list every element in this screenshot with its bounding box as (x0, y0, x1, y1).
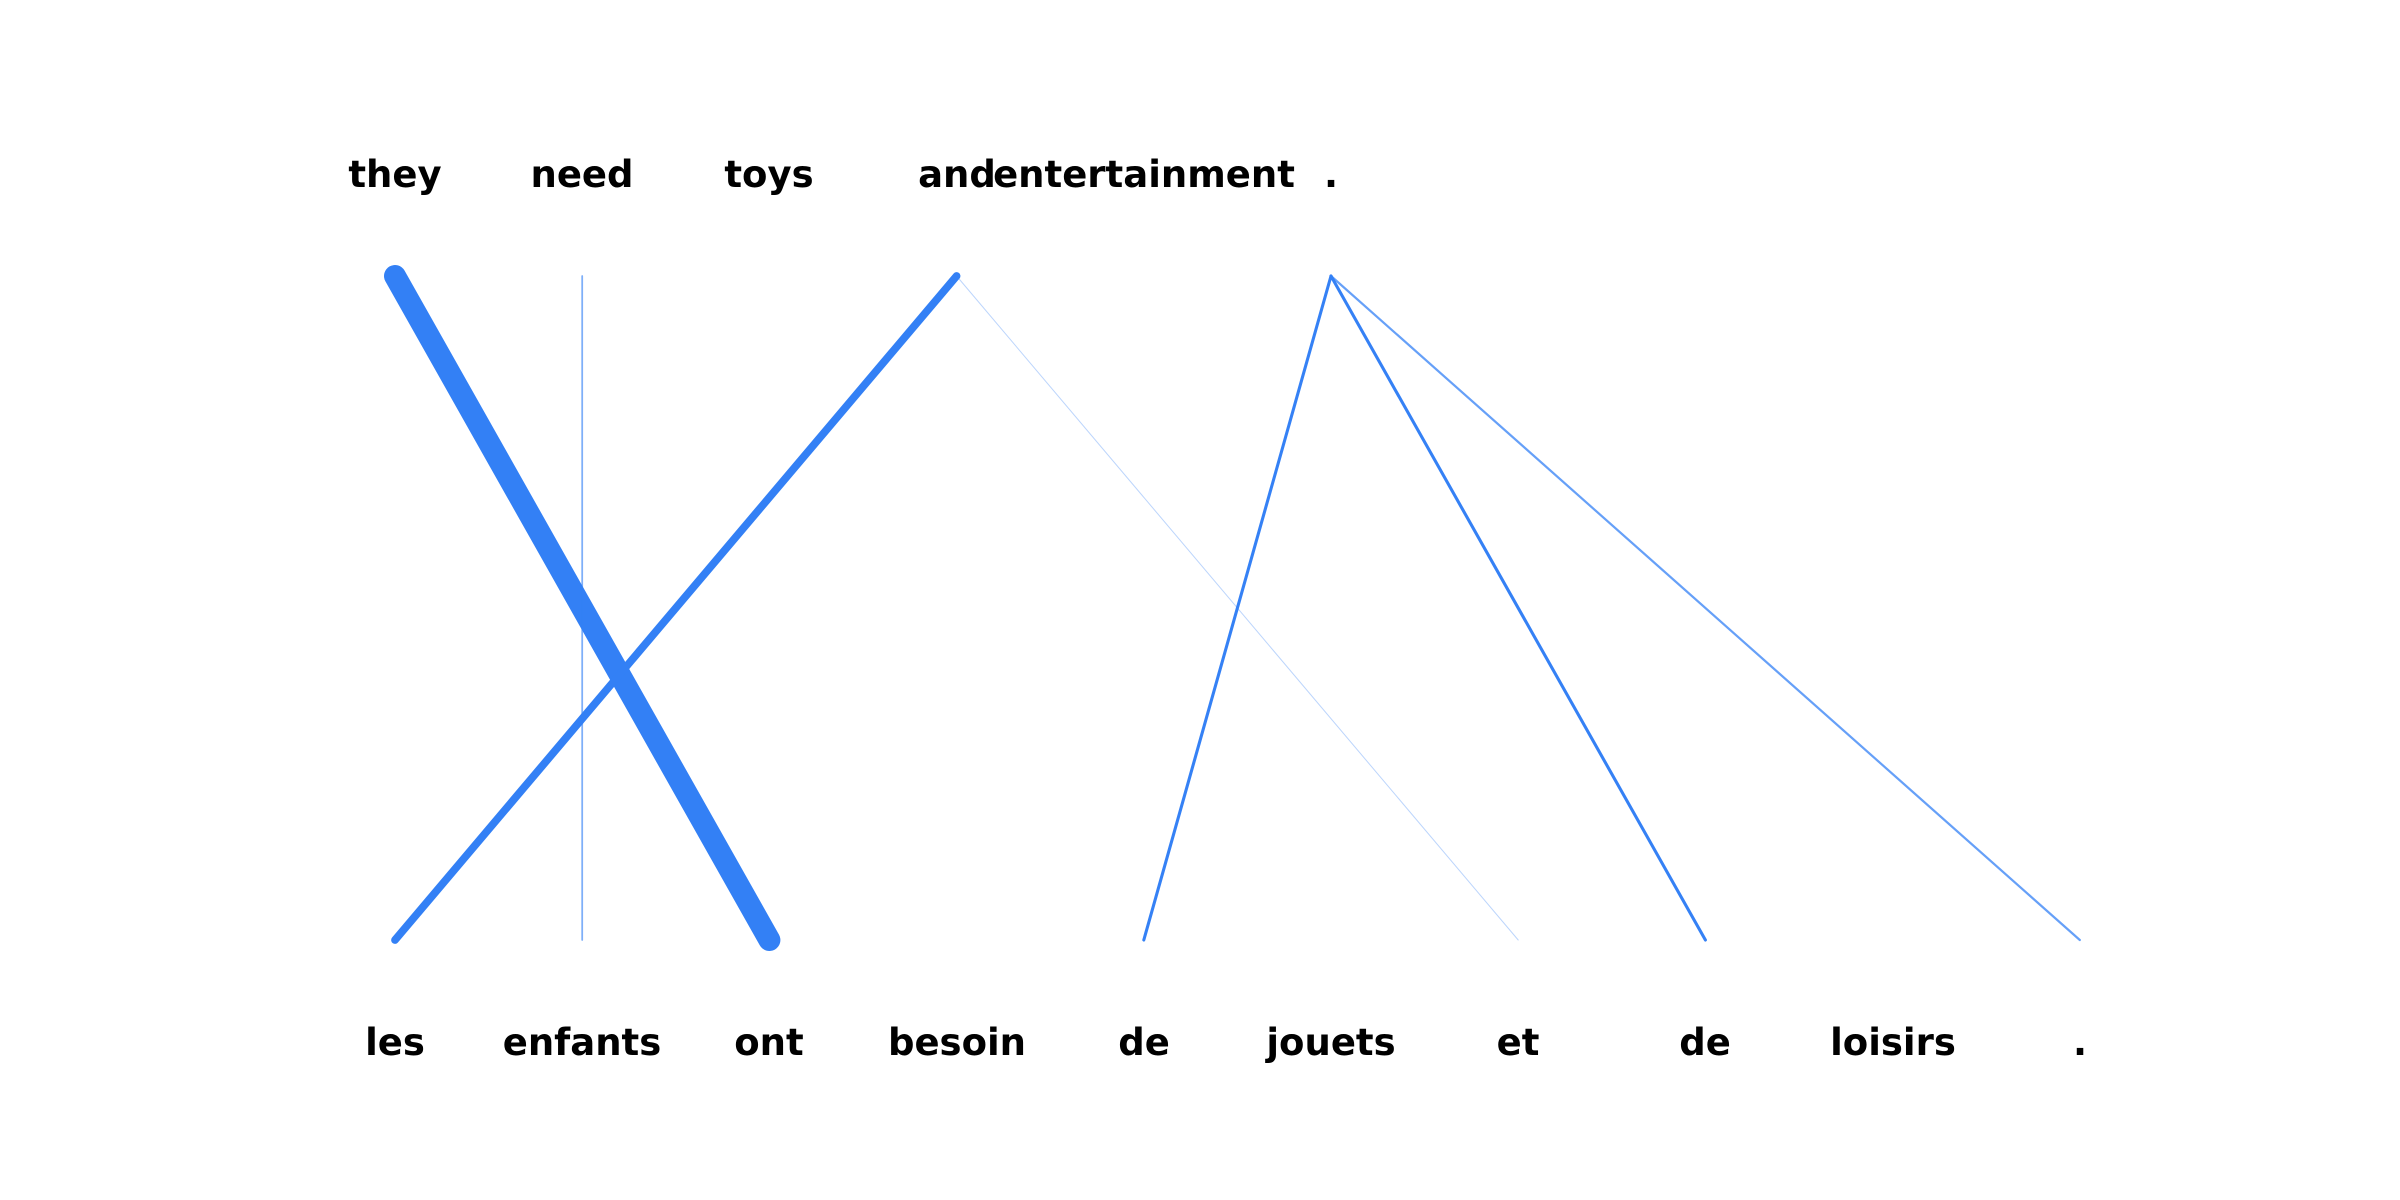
target-token-ont: ont (734, 1021, 803, 1064)
target-token-besoin: besoin (888, 1021, 1026, 1064)
target-token-jouets: jouets (1264, 1021, 1395, 1064)
target-token-enfants: enfants (503, 1021, 662, 1064)
alignment-link-and-to-les (391, 272, 961, 944)
source-token-entertainment: entertainment (993, 153, 1295, 196)
target-token-les: les (365, 1021, 425, 1064)
source-token-and: and (918, 153, 996, 196)
target-token-et: et (1497, 1021, 1540, 1064)
source-token-they: they (348, 153, 441, 196)
alignment-link-period-to-period (1329, 274, 2081, 942)
source-token-need: need (530, 153, 633, 196)
alignment-link-period-to-de-2 (1329, 274, 1707, 942)
target-token-period: . (2073, 1021, 2087, 1064)
target-token-de: de (1118, 1021, 1170, 1064)
alignment-links (384, 265, 2081, 951)
source-token-period: . (1324, 153, 1338, 196)
target-token-loisirs: loisirs (1830, 1021, 1956, 1064)
target-token-de-2: de (1679, 1021, 1731, 1064)
source-token-toys: toys (724, 153, 813, 196)
alignment-link-period-to-de (1142, 274, 1333, 942)
